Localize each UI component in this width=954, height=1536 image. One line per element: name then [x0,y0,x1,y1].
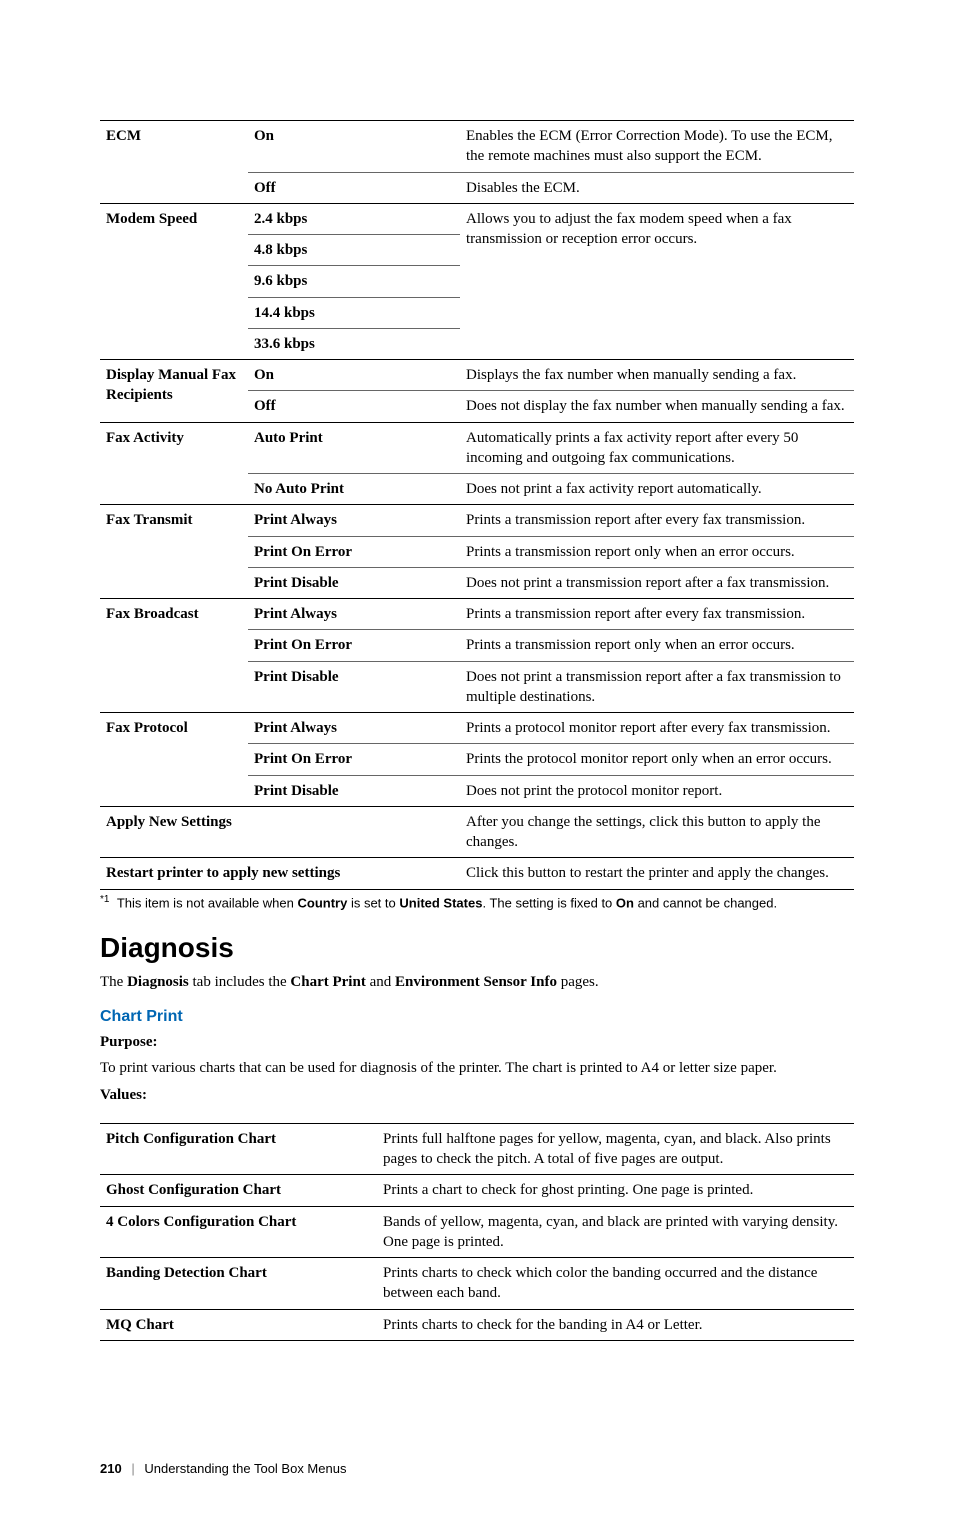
chart-desc: Prints full halftone pages for yellow, m… [377,1123,854,1175]
setting-name: ECM [100,121,248,204]
setting-name: Apply New Settings [100,806,460,858]
setting-desc: Click this button to restart the printer… [460,858,854,889]
setting-name: Fax Activity [100,422,248,505]
chart-desc: Prints charts to check which color the b… [377,1258,854,1310]
setting-value: Print Disable [248,567,460,598]
chart-name: 4 Colors Configuration Chart [100,1206,377,1258]
chart-print-table: Pitch Configuration Chart Prints full ha… [100,1123,854,1341]
setting-value: Print Always [248,505,460,536]
setting-name: Fax Protocol [100,713,248,807]
setting-value: Print On Error [248,630,460,661]
setting-desc: Enables the ECM (Error Correction Mode).… [460,121,854,173]
chart-desc: Prints charts to check for the banding i… [377,1309,854,1340]
setting-desc: Prints a transmission report only when a… [460,630,854,661]
fax-settings-table: ECM On Enables the ECM (Error Correction… [100,120,854,890]
setting-desc: Does not display the fax number when man… [460,391,854,422]
setting-desc: After you change the settings, click thi… [460,806,854,858]
purpose-label: Purpose: [100,1034,158,1050]
setting-desc: Prints a transmission report only when a… [460,536,854,567]
setting-desc: Prints a transmission report after every… [460,599,854,630]
page-footer: 210 | Understanding the Tool Box Menus [100,1461,854,1476]
setting-value: Print Always [248,599,460,630]
setting-value: No Auto Print [248,474,460,505]
setting-name: Fax Transmit [100,505,248,599]
purpose-text: To print various charts that can be used… [100,1058,854,1078]
setting-desc: Prints a transmission report after every… [460,505,854,536]
chart-name: Banding Detection Chart [100,1258,377,1310]
setting-desc: Allows you to adjust the fax modem speed… [460,203,854,359]
setting-value: On [248,360,460,391]
values-label: Values: [100,1087,147,1103]
setting-desc: Displays the fax number when manually se… [460,360,854,391]
setting-value: 9.6 kbps [248,266,460,297]
setting-value: 33.6 kbps [248,328,460,359]
chart-name: Ghost Configuration Chart [100,1175,377,1206]
setting-desc: Does not print a transmission report aft… [460,567,854,598]
diagnosis-intro: The Diagnosis tab includes the Chart Pri… [100,972,854,992]
setting-value: Print Disable [248,775,460,806]
setting-value: Print Disable [248,661,460,713]
footer-title: Understanding the Tool Box Menus [144,1461,346,1476]
setting-value: On [248,121,460,173]
setting-value: 4.8 kbps [248,235,460,266]
setting-desc: Does not print the protocol monitor repo… [460,775,854,806]
setting-value: Off [248,391,460,422]
setting-value: 14.4 kbps [248,297,460,328]
chart-desc: Prints a chart to check for ghost printi… [377,1175,854,1206]
setting-value: Print On Error [248,744,460,775]
setting-value: Print Always [248,713,460,744]
setting-name: Restart printer to apply new settings [100,858,460,889]
setting-desc: Disables the ECM. [460,172,854,203]
page-number: 210 [100,1461,122,1476]
setting-name: Display Manual Fax Recipients [100,360,248,423]
setting-desc: Automatically prints a fax activity repo… [460,422,854,474]
setting-desc: Prints a protocol monitor report after e… [460,713,854,744]
chart-desc: Bands of yellow, magenta, cyan, and blac… [377,1206,854,1258]
chart-print-heading: Chart Print [100,1008,854,1026]
footer-separator: | [131,1461,134,1476]
footnote-marker: *1 [100,894,109,905]
setting-desc: Does not print a transmission report aft… [460,661,854,713]
diagnosis-heading: Diagnosis [100,932,854,964]
setting-desc: Prints the protocol monitor report only … [460,744,854,775]
setting-value: Print On Error [248,536,460,567]
setting-name: Fax Broadcast [100,599,248,713]
setting-value: Off [248,172,460,203]
footnote: *1 This item is not available when Count… [100,890,854,910]
setting-desc: Does not print a fax activity report aut… [460,474,854,505]
chart-name: MQ Chart [100,1309,377,1340]
setting-value: Auto Print [248,422,460,474]
setting-name: Modem Speed [100,203,248,359]
chart-name: Pitch Configuration Chart [100,1123,377,1175]
setting-value: 2.4 kbps [248,203,460,234]
